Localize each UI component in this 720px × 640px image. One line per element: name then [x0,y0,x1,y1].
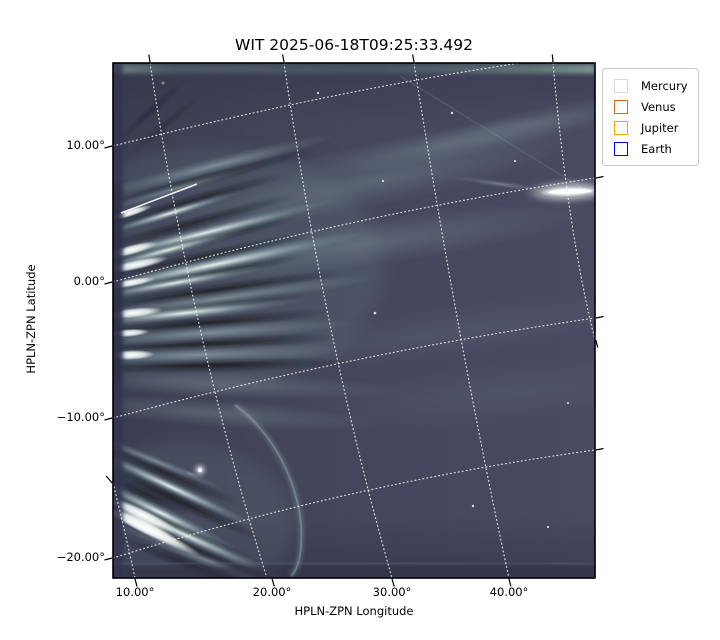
legend-label-mercury: Mercury [641,78,688,93]
streak-fan-upper-left [113,133,413,432]
meridian-lon40 [413,63,510,578]
legend-swatch-venus [614,99,628,114]
x-tick-label-40deg: 40.00° [489,585,529,599]
legend-item-mercury: Mercury [614,75,688,96]
top-bright-strip [113,64,595,74]
x-axis-label: HPLN-ZPN Longitude [294,604,414,618]
y-tick-label-m20deg: −20.00° [56,550,105,564]
legend-swatch-jupiter [614,120,628,135]
comet-blob [182,464,206,479]
satellite-streak-line [120,183,198,214]
y-tick-label-0deg: 0.00° [73,274,105,288]
legend-swatch-mercury [614,78,628,93]
legend-item-earth: Earth [614,138,688,159]
legend-item-jupiter: Jupiter [614,117,688,138]
graticule-lines [113,63,595,578]
comet-trail-arc [233,403,304,578]
y-tick-label-10deg: 10.00° [66,138,105,152]
legend-swatch-earth [614,141,628,156]
meridian-lon10 [113,482,136,578]
axis-ticks [104,54,604,587]
legend-item-venus: Venus [614,96,688,117]
axes-spine [112,62,596,579]
legend: Mercury Venus Jupiter Earth [602,68,699,166]
star-dots [161,81,569,529]
y-axis-label: HPLN-ZPN Latitude [24,264,38,374]
parallel-lat-20 [113,449,595,559]
legend-label-venus: Venus [641,99,676,114]
x-tick-label-20deg: 20.00° [252,585,292,599]
parallel-lat10 [113,63,521,147]
x-tick-label-10deg: 10.00° [115,585,155,599]
plot-title: WIT 2025-06-18T09:25:33.492 [235,36,473,54]
coronagraph-image [113,63,595,578]
meridian-lon20 [149,63,268,578]
legend-label-jupiter: Jupiter [641,120,679,135]
meridian-lon30 [283,63,393,578]
bottom-dark-strip [113,566,595,578]
legend-label-earth: Earth [641,141,672,156]
parallel-lat0 [113,177,595,283]
y-tick-label-m10deg: −10.00° [56,410,105,424]
x-tick-label-30deg: 30.00° [372,585,412,599]
parallel-lat-10 [113,317,595,419]
